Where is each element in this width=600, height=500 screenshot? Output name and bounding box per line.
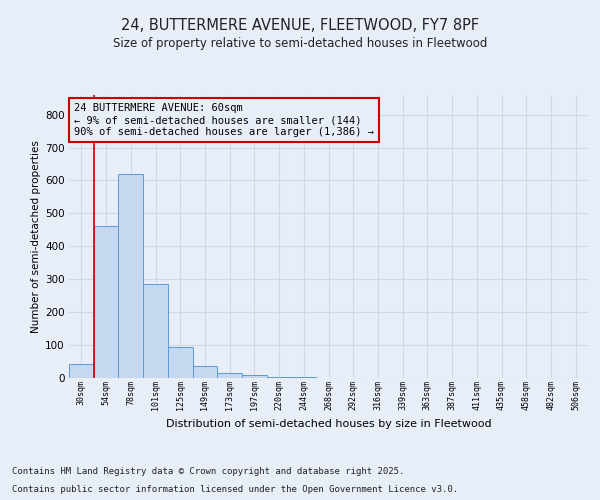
Bar [242,375,267,378]
Y-axis label: Number of semi-detached properties: Number of semi-detached properties [31,140,41,332]
Bar [143,284,168,378]
Text: 24 BUTTERMERE AVENUE: 60sqm
← 9% of semi-detached houses are smaller (144)
90% o: 24 BUTTERMERE AVENUE: 60sqm ← 9% of semi… [74,104,374,136]
Bar [217,373,242,378]
Bar [69,364,94,378]
Text: Contains public sector information licensed under the Open Government Licence v3: Contains public sector information licen… [12,485,458,494]
Text: Contains HM Land Registry data © Crown copyright and database right 2025.: Contains HM Land Registry data © Crown c… [12,467,404,476]
Bar [193,366,217,378]
Text: Size of property relative to semi-detached houses in Fleetwood: Size of property relative to semi-detach… [113,38,487,51]
Bar [118,174,143,378]
Text: 24, BUTTERMERE AVENUE, FLEETWOOD, FY7 8PF: 24, BUTTERMERE AVENUE, FLEETWOOD, FY7 8P… [121,18,479,32]
Bar [267,376,292,378]
X-axis label: Distribution of semi-detached houses by size in Fleetwood: Distribution of semi-detached houses by … [166,418,491,428]
Bar [94,226,118,378]
Bar [168,348,193,378]
